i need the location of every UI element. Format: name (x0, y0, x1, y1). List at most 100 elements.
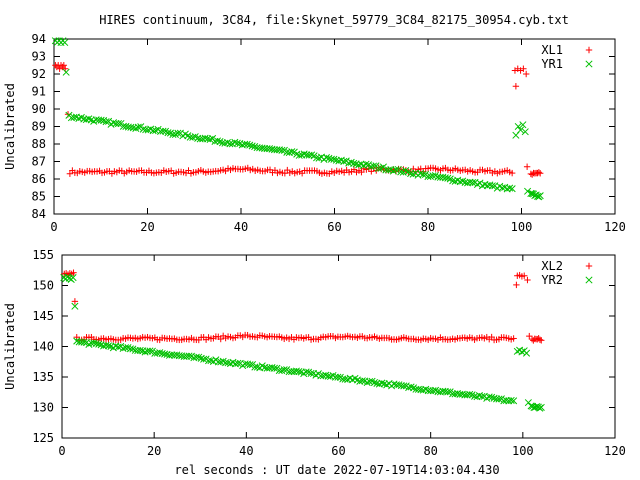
data-point (536, 336, 544, 343)
data-point (527, 170, 535, 178)
data-point (66, 170, 74, 177)
y-tick-label: 125 (32, 431, 54, 445)
data-point (537, 403, 545, 411)
data-point (521, 272, 528, 279)
data-point (527, 189, 535, 198)
legend-marker (585, 60, 593, 68)
x-tick-label: 100 (511, 220, 533, 234)
x-tick-label: 120 (604, 444, 626, 458)
data-point (507, 396, 515, 404)
x-tick-label: 0 (50, 220, 57, 234)
y-tick-label: 145 (32, 309, 54, 323)
data-point (488, 182, 496, 190)
data-point (156, 349, 164, 357)
y-tick-label: 89 (32, 120, 46, 134)
data-point (444, 388, 452, 396)
x-axis-label: rel seconds : UT date 2022-07-19T14:03:0… (174, 463, 499, 477)
data-point (340, 157, 348, 165)
data-point (278, 146, 286, 154)
data-point (495, 395, 503, 403)
data-point (85, 115, 93, 123)
data-point (164, 129, 172, 137)
y-tick-label: 88 (32, 137, 46, 151)
x-tick-label: 40 (239, 444, 253, 458)
data-point (523, 163, 531, 170)
data-point (126, 345, 134, 353)
data-point (444, 174, 452, 182)
data-point (334, 373, 342, 381)
data-point (358, 168, 365, 176)
data-point (362, 160, 370, 168)
data-point (535, 169, 543, 176)
y-tick-label: 91 (32, 85, 46, 99)
data-point (243, 140, 251, 148)
y-tick-label: 94 (32, 32, 46, 46)
legend-marker (585, 262, 593, 270)
series-yr2 (60, 273, 545, 412)
x-tick-label: 100 (512, 444, 534, 458)
top-panel: 84 85 86 87 88 89 90 91 92 93 94 0 20 40 60 80 100 120 Unc… (3, 32, 626, 234)
data-point (246, 141, 254, 149)
data-point (302, 368, 310, 376)
x-tick-label: 60 (327, 220, 341, 234)
data-point (185, 352, 193, 360)
data-point (520, 65, 527, 72)
legend-label: XL2 (541, 259, 563, 273)
y-tick-label: 90 (32, 102, 46, 116)
data-point (526, 332, 533, 340)
bottom-panel: 125 130 135 140 145 150 155 0 20 40 60 80 100 120 Unca… (3, 248, 626, 458)
y-tick-label: 86 (32, 172, 46, 186)
data-point (295, 151, 303, 159)
data-point (330, 155, 338, 163)
data-point (368, 168, 375, 175)
data-point (510, 397, 518, 405)
data-point (513, 281, 520, 289)
data-point (531, 191, 539, 200)
data-point (508, 185, 516, 193)
data-point (95, 340, 103, 348)
data-point (522, 349, 531, 357)
y-tick-label: 150 (32, 279, 54, 293)
x-tick-label: 80 (421, 220, 435, 234)
data-point (80, 338, 88, 346)
x-tick-label: 60 (331, 444, 345, 458)
data-point (466, 390, 474, 399)
legend-label: XL1 (541, 43, 563, 57)
data-point (90, 339, 98, 347)
data-point (369, 162, 378, 170)
y-tick-label: 135 (32, 370, 54, 384)
data-point (61, 38, 69, 47)
x-tick-label: 20 (147, 444, 161, 458)
data-point (407, 383, 415, 391)
y-tick-label: 140 (32, 340, 54, 354)
data-point (104, 342, 113, 350)
data-point (114, 343, 122, 351)
data-point (350, 159, 358, 167)
y-tick-label: 85 (32, 190, 46, 204)
data-point (508, 169, 516, 177)
data-point (146, 347, 154, 355)
x-tick-label: 120 (604, 220, 626, 234)
data-point (92, 339, 100, 348)
data-point (519, 121, 527, 129)
y-axis-label: Uncalibrated (3, 83, 17, 170)
data-point (200, 355, 208, 363)
data-point (537, 170, 544, 177)
data-point (69, 274, 77, 282)
data-point (141, 348, 149, 356)
y-tick-label: 84 (32, 207, 46, 221)
data-point (134, 123, 142, 131)
data-point (71, 302, 79, 310)
legend-label: YR1 (541, 57, 563, 71)
data-point (518, 348, 526, 356)
data-point (510, 335, 517, 342)
data-point (280, 366, 288, 374)
data-point (528, 171, 536, 178)
data-point (512, 83, 520, 90)
data-point (400, 382, 408, 390)
data-point (159, 127, 167, 135)
data-point (71, 298, 79, 305)
data-point (295, 368, 303, 376)
y-tick-label: 155 (32, 248, 54, 262)
